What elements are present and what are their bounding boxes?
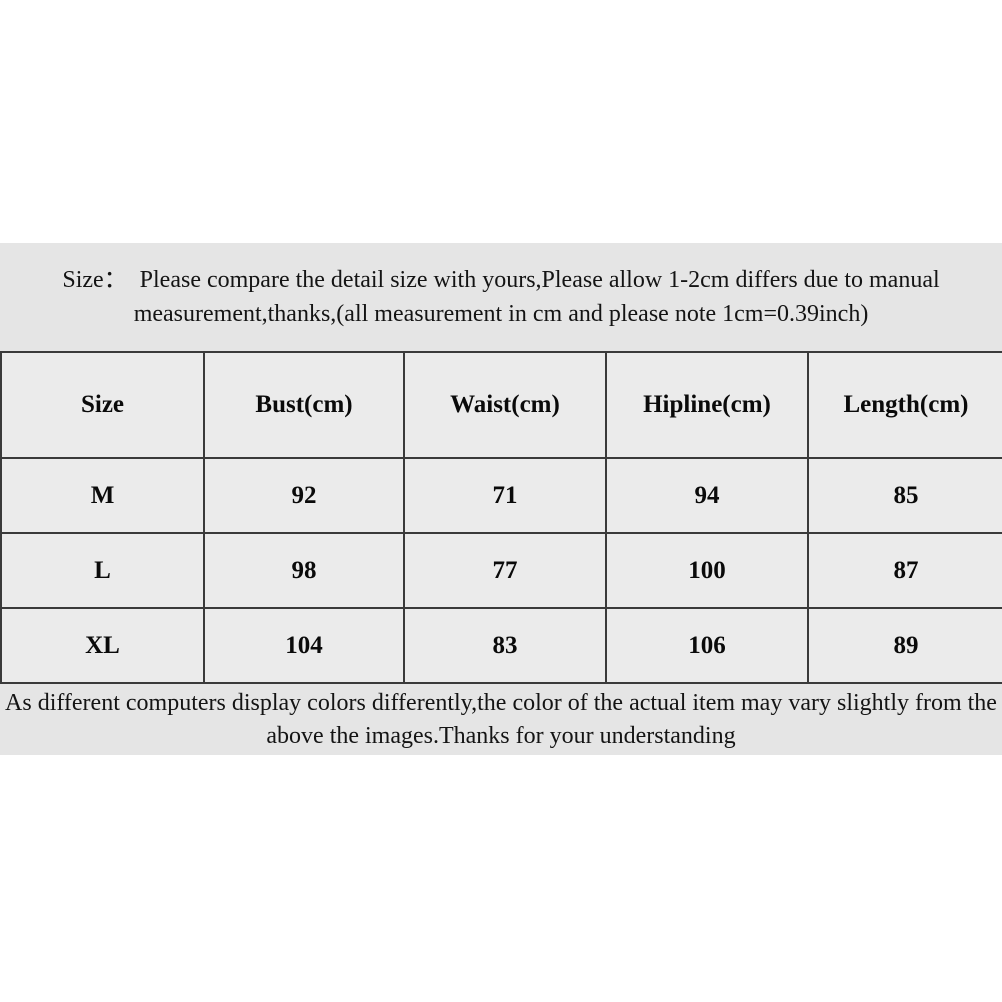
- cell-bust-xl: 104: [203, 607, 405, 684]
- size-info-block: Size： Please compare the detail size wit…: [0, 243, 1002, 755]
- cell-bust-l: 98: [203, 532, 405, 609]
- size-note-banner: Size： Please compare the detail size wit…: [0, 243, 1002, 351]
- cell-length-l: 87: [807, 532, 1002, 609]
- table-header-row: Size Bust(cm) Waist(cm) Hipline(cm) Leng…: [0, 351, 1002, 459]
- cell-waist-xl: 83: [403, 607, 607, 684]
- column-header-hipline: Hipline(cm): [605, 351, 809, 459]
- cell-size-l: L: [0, 532, 205, 609]
- cell-waist-m: 71: [403, 457, 607, 534]
- size-note-line-2: measurement,thanks,(all measurement in c…: [133, 301, 869, 327]
- cell-length-m: 85: [807, 457, 1002, 534]
- column-header-length: Length(cm): [807, 351, 1002, 459]
- table-row-m: M 92 71 94 85: [0, 457, 1002, 534]
- color-disclaimer-line-2: above the images.Thanks for your underst…: [266, 722, 736, 749]
- cell-bust-m: 92: [203, 457, 405, 534]
- cell-hipline-l: 100: [605, 532, 809, 609]
- cell-length-xl: 89: [807, 607, 1002, 684]
- color-disclaimer-line-1: As different computers display colors di…: [5, 689, 997, 716]
- size-note-line-1: Size： Please compare the detail size wit…: [62, 267, 940, 293]
- column-header-size: Size: [0, 351, 205, 459]
- cell-size-m: M: [0, 457, 205, 534]
- column-header-waist: Waist(cm): [403, 351, 607, 459]
- cell-hipline-xl: 106: [605, 607, 809, 684]
- size-chart-table: Size Bust(cm) Waist(cm) Hipline(cm) Leng…: [0, 351, 1002, 684]
- color-disclaimer-banner: As different computers display colors di…: [0, 684, 1002, 755]
- cell-waist-l: 77: [403, 532, 607, 609]
- cell-size-xl: XL: [0, 607, 205, 684]
- table-row-xl: XL 104 83 106 89: [0, 607, 1002, 684]
- cell-hipline-m: 94: [605, 457, 809, 534]
- column-header-bust: Bust(cm): [203, 351, 405, 459]
- table-row-l: L 98 77 100 87: [0, 532, 1002, 609]
